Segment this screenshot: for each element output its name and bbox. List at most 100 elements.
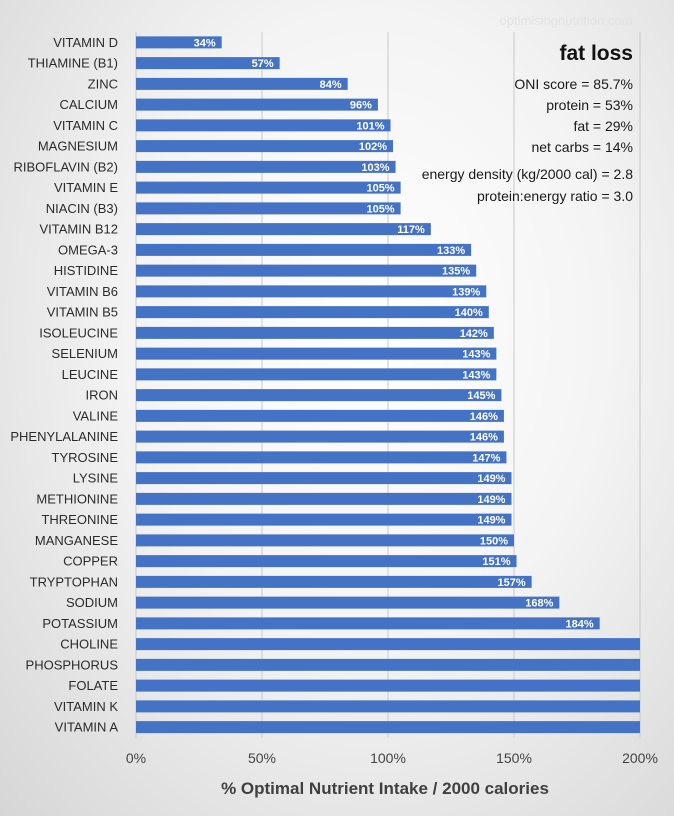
category-label: CALCIUM <box>59 97 118 112</box>
bar <box>136 223 431 236</box>
data-label: 57% <box>252 58 274 70</box>
data-label: 149% <box>477 494 505 506</box>
category-label: POTASSIUM <box>42 616 118 631</box>
bar <box>136 492 512 505</box>
category-label: MANGANESE <box>35 533 118 548</box>
category-label: METHIONINE <box>36 491 118 506</box>
category-label: PHOSPHORUS <box>26 657 119 672</box>
bar <box>136 160 396 173</box>
bar <box>136 326 494 339</box>
category-label: NIACIN (B3) <box>46 201 118 216</box>
category-label: VITAMIN B5 <box>47 305 118 320</box>
category-label: VITAMIN B6 <box>47 284 118 299</box>
category-label: THREONINE <box>41 512 118 527</box>
data-label: 150% <box>480 535 508 547</box>
data-label: 84% <box>320 79 342 91</box>
data-label: 149% <box>477 473 505 485</box>
bar <box>136 472 512 485</box>
category-label: ZINC <box>88 76 118 91</box>
x-tick-label: 0% <box>126 750 146 766</box>
bar <box>136 575 532 588</box>
bar <box>136 721 640 734</box>
annotation-protein: protein = 53% <box>546 97 633 113</box>
category-label: VITAMIN K <box>54 699 118 714</box>
category-label: FOLATE <box>68 678 118 693</box>
bar <box>136 57 280 70</box>
data-label: 145% <box>467 390 495 402</box>
category-label: TYROSINE <box>52 450 119 465</box>
category-label: HISTIDINE <box>54 263 119 278</box>
data-label: 143% <box>462 349 490 361</box>
bar <box>136 451 507 464</box>
data-label: 139% <box>452 286 480 298</box>
x-tick-label: 50% <box>248 750 276 766</box>
data-label: 146% <box>470 411 498 423</box>
watermark: optimisingnutrition.com <box>500 13 633 28</box>
bar <box>136 77 348 90</box>
bar <box>136 513 512 526</box>
data-label: 135% <box>442 266 470 278</box>
data-label: 143% <box>462 369 490 381</box>
x-tick-label: 150% <box>496 750 532 766</box>
x-tick-label: 100% <box>370 750 406 766</box>
chart-title: fat loss <box>559 42 633 65</box>
data-label: 34% <box>194 37 216 49</box>
bar <box>136 285 487 298</box>
category-label: VITAMIN D <box>53 35 118 50</box>
category-label: VALINE <box>73 408 119 423</box>
data-label: 157% <box>497 577 525 589</box>
bar <box>136 140 394 153</box>
x-tick-label: 200% <box>622 750 658 766</box>
annotation-energy-density: energy density (kg/2000 cal) = 2.8 <box>422 166 634 182</box>
bar <box>136 534 514 547</box>
category-label: ISOLEUCINE <box>39 325 118 340</box>
data-labels: 34%57%84%96%101%102%103%105%105%117%133%… <box>194 37 594 630</box>
bar <box>136 243 472 256</box>
data-label: 146% <box>470 432 498 444</box>
data-label: 133% <box>437 245 465 257</box>
category-label: COPPER <box>63 554 118 569</box>
data-label: 149% <box>477 515 505 527</box>
category-labels: VITAMIN D THIAMINE (B1) ZINC CALCIUM VITAMIN… <box>10 35 118 735</box>
annotation-oni-score: ONI score = 85.7% <box>514 76 633 92</box>
data-label: 96% <box>350 100 372 112</box>
data-label: 117% <box>397 224 425 236</box>
x-axis-title: % Optimal Nutrient Intake / 2000 calorie… <box>221 779 549 798</box>
category-label: VITAMIN A <box>55 720 119 735</box>
gridlines <box>135 32 641 738</box>
category-label: VITAMIN E <box>54 180 118 195</box>
bars <box>136 36 640 734</box>
data-label: 101% <box>356 120 384 132</box>
category-label: SELENIUM <box>52 346 118 361</box>
category-label: IRON <box>86 388 119 403</box>
data-label: 142% <box>460 328 488 340</box>
data-label: 105% <box>366 203 394 215</box>
category-label: CHOLINE <box>60 637 118 652</box>
bar <box>136 181 401 194</box>
category-label: MAGNESIUM <box>38 139 118 154</box>
data-label: 103% <box>361 162 389 174</box>
category-label: THIAMINE (B1) <box>28 56 118 71</box>
bar <box>136 119 391 132</box>
annotation-net-carbs: net carbs = 14% <box>531 139 633 155</box>
bar <box>136 555 517 568</box>
bar <box>136 617 600 630</box>
bar <box>136 368 497 381</box>
x-tick-labels: 0% 50% 100% 150% 200% <box>126 750 658 766</box>
bar <box>136 98 378 111</box>
bar <box>136 596 560 609</box>
data-label: 151% <box>482 556 510 568</box>
category-label: OMEGA-3 <box>58 242 118 257</box>
category-label: VITAMIN C <box>53 118 118 133</box>
bar <box>136 389 502 402</box>
data-label: 168% <box>525 598 553 610</box>
data-label: 102% <box>359 141 387 153</box>
bar <box>136 658 640 671</box>
data-label: 184% <box>566 618 594 630</box>
data-label: 140% <box>455 307 483 319</box>
annotation-protein-energy-ratio: protein:energy ratio = 3.0 <box>477 188 633 204</box>
bar <box>136 409 504 422</box>
data-label: 147% <box>472 452 500 464</box>
bar <box>136 36 222 49</box>
